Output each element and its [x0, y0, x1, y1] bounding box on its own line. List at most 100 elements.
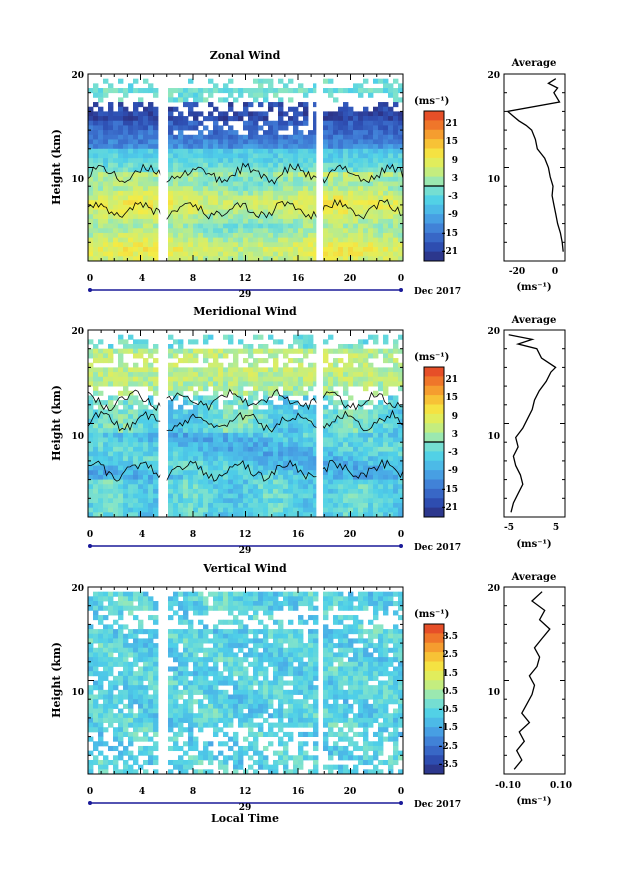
heatmap-cell — [348, 446, 354, 452]
heatmap-cell — [258, 195, 264, 201]
heatmap-cell — [223, 386, 229, 392]
heatmap-cell — [303, 158, 309, 164]
heatmap-cell — [88, 647, 94, 653]
heatmap-cell — [358, 209, 364, 215]
heatmap-cell — [373, 176, 379, 182]
heatmap-cell — [123, 125, 129, 131]
heatmap-cell — [168, 376, 174, 382]
heatmap-cell — [328, 484, 334, 490]
heatmap-cell — [218, 162, 224, 168]
heatmap-cell — [88, 446, 94, 452]
heatmap-cell — [173, 633, 179, 639]
heatmap-cell — [353, 125, 359, 131]
heatmap-cell — [263, 624, 269, 630]
heatmap-cell — [218, 372, 224, 378]
heatmap-cell — [183, 610, 189, 616]
heatmap-cell — [138, 167, 144, 173]
heatmap-cell — [328, 251, 334, 257]
heatmap-cell — [338, 591, 344, 597]
heatmap-cell — [288, 120, 294, 126]
heatmap-cell — [198, 418, 204, 424]
heatmap-cell — [188, 601, 194, 607]
heatmap-cell — [323, 610, 329, 616]
heatmap-cell — [283, 465, 289, 471]
heatmap-cell — [203, 367, 209, 373]
heatmap-cell — [373, 456, 379, 462]
heatmap-cell — [373, 158, 379, 164]
heatmap-cell — [258, 479, 264, 485]
heatmap-cell — [248, 493, 254, 499]
heatmap-cell — [328, 78, 334, 84]
heatmap-cell — [313, 502, 319, 509]
heatmap-cell — [343, 596, 349, 602]
heatmap-cell — [393, 176, 399, 182]
heatmap-cell — [148, 432, 154, 438]
heatmap-cell — [398, 186, 404, 192]
heatmap-cell — [303, 102, 309, 108]
heatmap-cell — [183, 228, 189, 234]
heatmap-cell — [298, 195, 304, 201]
zonal-avg-xtick-0: 0 — [552, 267, 558, 277]
heatmap-cell — [243, 344, 249, 350]
heatmap-cell — [198, 460, 204, 466]
heatmap-cell — [378, 102, 384, 108]
heatmap-cell — [268, 130, 274, 136]
heatmap-cell — [103, 502, 109, 509]
heatmap-cell — [263, 414, 269, 420]
heatmap-cell — [363, 638, 369, 644]
heatmap-cell — [153, 209, 159, 215]
heatmap-cell — [193, 446, 199, 452]
heatmap-cell — [193, 111, 199, 117]
heatmap-cell — [273, 381, 279, 387]
zonal-cbar-tick-3: 3 — [452, 174, 458, 184]
heatmap-cell — [93, 237, 99, 243]
heatmap-cell — [193, 195, 199, 201]
heatmap-cell — [263, 591, 269, 597]
zonal-heatmap — [87, 74, 404, 262]
heatmap-cell — [273, 601, 279, 607]
heatmap-cell — [168, 223, 174, 229]
heatmap-cell — [173, 470, 179, 476]
heatmap-cell — [243, 246, 249, 253]
heatmap-cell — [103, 348, 109, 354]
heatmap-cell — [268, 78, 274, 84]
heatmap-cell — [223, 381, 229, 387]
heatmap-cell — [113, 176, 119, 182]
heatmap-cell — [383, 158, 389, 164]
heatmap-cell — [273, 348, 279, 354]
heatmap-cell — [133, 414, 139, 420]
heatmap-cell — [273, 428, 279, 434]
heatmap-cell — [348, 432, 354, 438]
heatmap-cell — [183, 643, 189, 649]
heatmap-cell — [193, 638, 199, 644]
heatmap-cell — [123, 404, 129, 410]
heatmap-cell — [323, 446, 329, 452]
heatmap-cell — [348, 596, 354, 602]
heatmap-cell — [383, 470, 389, 476]
heatmap-cell — [88, 488, 94, 495]
heatmap-cell — [273, 158, 279, 164]
heatmap-cell — [293, 223, 299, 229]
heatmap-cell — [383, 106, 389, 112]
heatmap-cell — [288, 88, 294, 94]
heatmap-cell — [123, 228, 129, 234]
heatmap-cell — [123, 652, 129, 658]
heatmap-cell — [178, 414, 184, 420]
heatmap-cell — [368, 507, 374, 513]
heatmap-cell — [108, 120, 114, 126]
heatmap-cell — [203, 237, 209, 243]
heatmap-cell — [98, 601, 104, 607]
heatmap-cell — [393, 647, 399, 653]
heatmap-cell — [348, 232, 354, 239]
heatmap-cell — [268, 615, 274, 621]
heatmap-cell — [293, 218, 299, 224]
heatmap-cell — [338, 601, 344, 607]
heatmap-cell — [283, 493, 289, 499]
heatmap-cell — [138, 381, 144, 387]
heatmap-cell — [238, 88, 244, 94]
heatmap-cell — [118, 460, 124, 466]
heatmap-cell — [248, 120, 254, 126]
heatmap-cell — [118, 106, 124, 112]
heatmap-cell — [328, 181, 334, 187]
heatmap-cell — [218, 209, 224, 215]
